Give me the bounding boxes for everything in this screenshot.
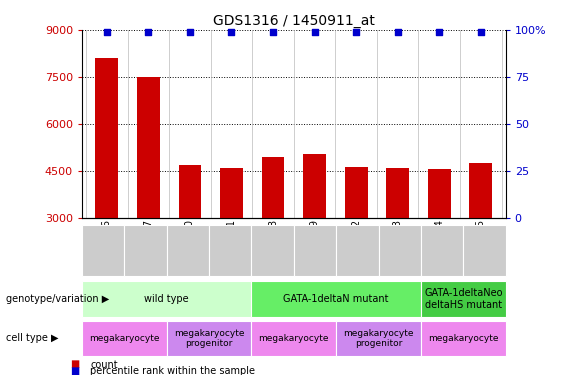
Text: wild type: wild type <box>145 294 189 304</box>
Text: ■: ■ <box>71 366 80 375</box>
Bar <box>262 157 284 218</box>
Bar <box>137 77 160 218</box>
Bar <box>386 168 409 217</box>
Text: genotype/variation ▶: genotype/variation ▶ <box>6 294 109 304</box>
Text: ■: ■ <box>71 360 80 369</box>
Point <box>434 29 444 35</box>
Bar <box>470 164 492 218</box>
Text: megakaryocyte
progenitor: megakaryocyte progenitor <box>174 329 244 348</box>
Text: megakaryocyte: megakaryocyte <box>428 334 498 343</box>
Text: cell type ▶: cell type ▶ <box>6 333 58 344</box>
Title: GDS1316 / 1450911_at: GDS1316 / 1450911_at <box>213 13 375 28</box>
Point <box>351 29 360 35</box>
Bar <box>428 170 451 217</box>
Point <box>476 29 485 35</box>
Point <box>185 29 194 35</box>
Bar <box>220 168 243 217</box>
Bar <box>345 167 368 218</box>
Text: GATA-1deltaN mutant: GATA-1deltaN mutant <box>284 294 389 304</box>
Text: percentile rank within the sample: percentile rank within the sample <box>90 366 255 375</box>
Point <box>144 29 153 35</box>
Point <box>393 29 402 35</box>
Bar <box>179 165 201 218</box>
Point <box>227 29 236 35</box>
Point <box>268 29 277 35</box>
Text: GATA-1deltaNeo
deltaHS mutant: GATA-1deltaNeo deltaHS mutant <box>424 288 502 310</box>
Point <box>102 29 111 35</box>
Bar <box>303 154 326 218</box>
Bar <box>95 58 118 217</box>
Point <box>310 29 319 35</box>
Text: megakaryocyte: megakaryocyte <box>89 334 159 343</box>
Text: count: count <box>90 360 118 369</box>
Text: megakaryocyte: megakaryocyte <box>259 334 329 343</box>
Text: megakaryocyte
progenitor: megakaryocyte progenitor <box>344 329 414 348</box>
